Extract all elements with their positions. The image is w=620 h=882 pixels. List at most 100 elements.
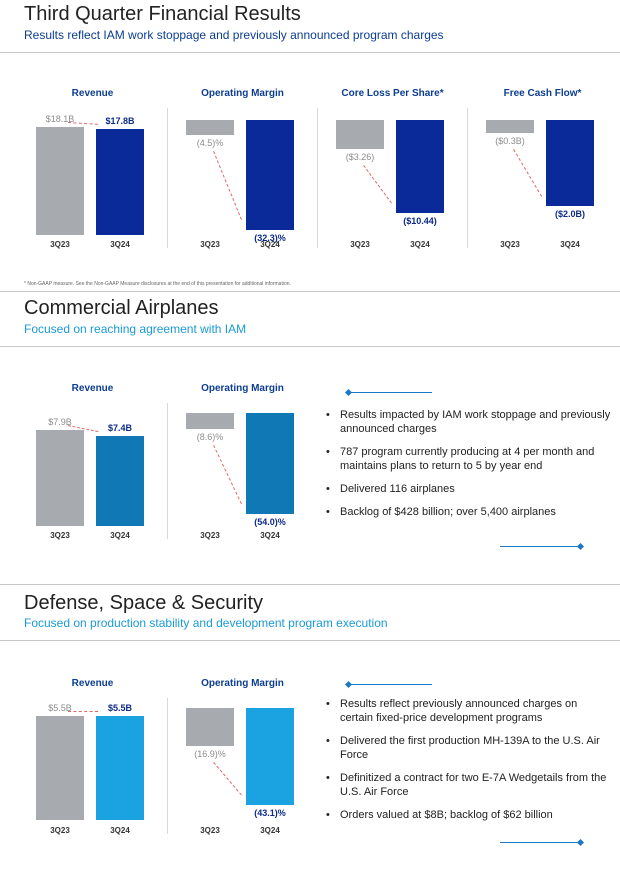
trend-arrow <box>513 148 542 197</box>
data-label: ($0.3B) <box>495 135 525 146</box>
x-tick-label: 3Q23 <box>350 240 370 249</box>
bar <box>36 716 84 820</box>
bullet-dot-icon: • <box>326 483 330 495</box>
bullet-text: Results reflect previously announced cha… <box>340 698 578 724</box>
data-label: $17.8B <box>105 115 135 126</box>
bullet-dot-icon: • <box>326 772 330 784</box>
decorative-line <box>350 684 432 685</box>
trend-arrow <box>68 711 98 712</box>
trend-arrow <box>213 445 242 505</box>
x-tick-label: 3Q23 <box>50 240 70 249</box>
data-label: (32.3)% <box>254 233 286 243</box>
bullet-item: • Delivered the first production MH-139A … <box>322 734 612 762</box>
chart-title: Revenue <box>71 383 114 394</box>
x-tick-label: 3Q24 <box>260 826 280 835</box>
section-subtitle: Focused on production stability and deve… <box>24 616 388 630</box>
bullet-item: • Orders valued at $8B; backlog of $62 bi… <box>322 808 612 822</box>
chart-title: Revenue <box>71 678 114 689</box>
chart-divider <box>167 108 168 248</box>
x-tick-label: 3Q24 <box>110 531 130 540</box>
chart-divider <box>317 108 318 248</box>
data-label: $18.1B <box>45 114 75 124</box>
decorative-diamond <box>576 542 585 551</box>
bar <box>546 120 594 206</box>
decorative-diamond <box>576 838 585 847</box>
bar <box>246 413 294 514</box>
data-label: ($10.44) <box>403 216 437 226</box>
bullet-item: • Backlog of $428 billion; over 5,400 air… <box>322 505 612 519</box>
bar <box>36 430 84 526</box>
bullet-text: Results impacted by IAM work stoppage an… <box>340 409 611 435</box>
bullet-list: • Results impacted by IAM work stoppage a… <box>322 408 612 528</box>
data-label: (43.1)% <box>254 808 286 818</box>
bullet-dot-icon: • <box>326 698 330 710</box>
data-label: $5.5B <box>107 703 133 713</box>
bar <box>186 413 234 430</box>
chart-title: Free Cash Flow* <box>503 88 582 99</box>
bullet-dot-icon: • <box>326 409 330 421</box>
bullet-text: Backlog of $428 billion; over 5,400 airp… <box>340 506 556 518</box>
x-tick-label: 3Q24 <box>110 240 130 249</box>
bar <box>336 120 384 150</box>
chart-divider <box>167 698 168 834</box>
bullet-dot-icon: • <box>326 809 330 821</box>
chart-title: Operating Margin <box>201 88 284 99</box>
decorative-line <box>350 392 432 393</box>
bar <box>396 120 444 213</box>
bullet-dot-icon: • <box>326 446 330 458</box>
data-label: ($2.0B) <box>554 209 585 219</box>
chart-title: Core Loss Per Share* <box>341 88 444 99</box>
x-tick-label: 3Q24 <box>110 826 130 835</box>
chart-divider <box>167 403 168 539</box>
data-label: (8.6)% <box>196 432 224 443</box>
bar <box>96 128 144 235</box>
chart-divider <box>467 108 468 248</box>
data-label: $7.4B <box>107 423 133 434</box>
bullet-text: Delivered the first production MH-139A t… <box>340 735 600 761</box>
bullet-text: Definitized a contract for two E-7A Wedg… <box>340 772 607 798</box>
data-label: ($3.26) <box>345 152 375 163</box>
bullet-item: • Results impacted by IAM work stoppage a… <box>322 408 612 436</box>
section-title: Defense, Space & Security <box>24 592 264 614</box>
section-rule <box>0 291 620 292</box>
section-third-quarter: Third Quarter Financial Results Results … <box>0 0 620 292</box>
chart-title: Revenue <box>71 88 114 99</box>
bullet-list: • Results reflect previously announced ch… <box>322 697 612 831</box>
x-tick-label: 3Q24 <box>560 240 580 249</box>
bullet-text: Orders valued at $8B; backlog of $62 bil… <box>340 809 553 821</box>
bar <box>96 436 144 526</box>
section-rule <box>0 52 620 53</box>
data-label: (4.5)% <box>196 138 224 149</box>
section-title: Third Quarter Financial Results <box>24 3 301 25</box>
x-tick-label: 3Q23 <box>200 826 220 835</box>
footnote: * Non-GAAP measure. See the Non-GAAP Mea… <box>24 281 291 287</box>
section-rule <box>0 346 620 347</box>
bullet-item: • Definitized a contract for two E-7A Wed… <box>322 771 612 799</box>
data-label: $5.5B <box>48 703 72 713</box>
x-tick-label: 3Q24 <box>260 240 280 249</box>
trend-arrow <box>213 151 242 221</box>
section-title: Commercial Airplanes <box>24 297 219 319</box>
section-rule <box>0 640 620 641</box>
bar <box>186 708 234 747</box>
section-rule <box>0 584 620 585</box>
section-subtitle: Results reflect IAM work stoppage and pr… <box>24 28 444 42</box>
bar <box>186 120 234 136</box>
x-tick-label: 3Q23 <box>500 240 520 249</box>
trend-arrow <box>213 762 242 796</box>
decorative-line <box>500 546 580 547</box>
bullet-dot-icon: • <box>326 735 330 747</box>
bar <box>36 127 84 235</box>
chart-title: Operating Margin <box>201 383 284 394</box>
x-tick-label: 3Q23 <box>50 826 70 835</box>
bar <box>96 716 144 820</box>
decorative-line <box>500 842 580 843</box>
x-tick-label: 3Q23 <box>50 531 70 540</box>
bar <box>246 708 294 805</box>
bullet-item: • 787 program currently producing at 4 pe… <box>322 445 612 473</box>
bullet-text: Delivered 116 airplanes <box>340 483 455 495</box>
data-label: (54.0)% <box>254 517 286 527</box>
bullet-item: • Delivered 116 airplanes <box>322 482 612 496</box>
x-tick-label: 3Q23 <box>200 531 220 540</box>
data-label: (16.9)% <box>194 749 226 760</box>
